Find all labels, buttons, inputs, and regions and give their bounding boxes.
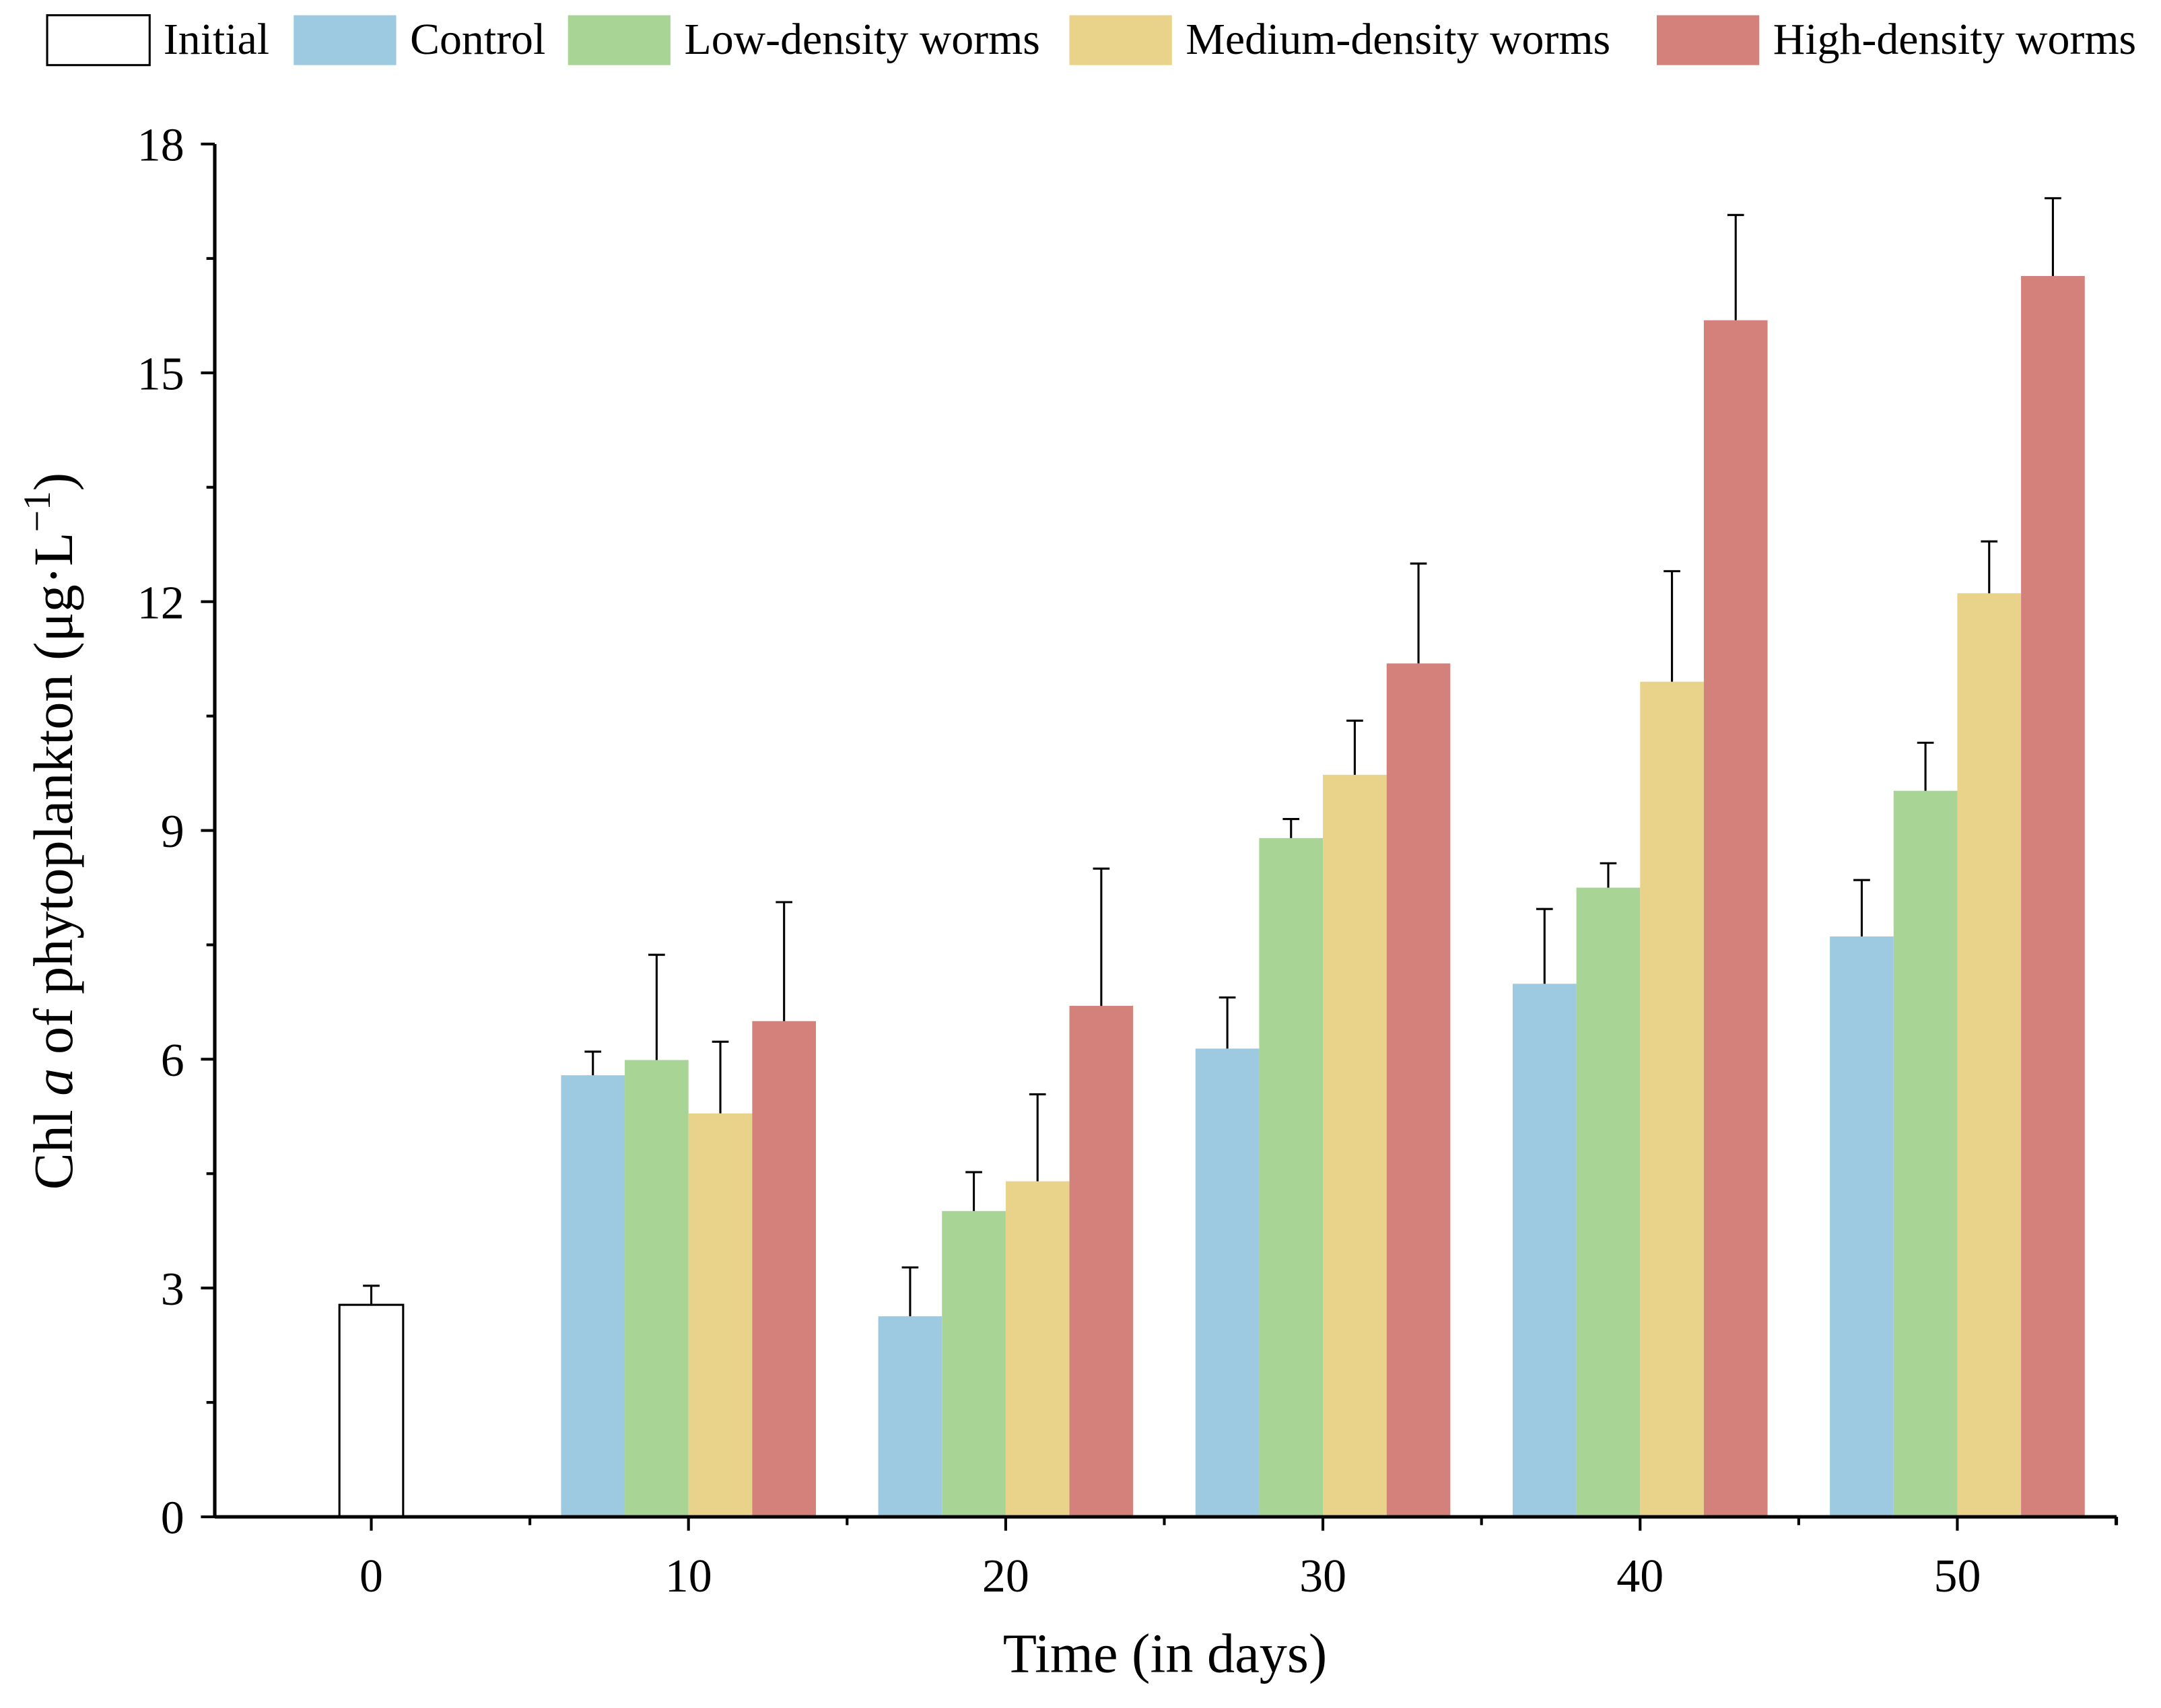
bar-low-density-worms-50 <box>1893 790 1958 1517</box>
axes: 0 3 6 9 12 15 18 0 10 20 30 40 50 <box>137 120 2119 1602</box>
x-tick-label: 20 <box>982 1550 1029 1602</box>
x-tick-label: 40 <box>1616 1550 1663 1602</box>
bar-control-30 <box>1195 1048 1260 1517</box>
x-tick-label: 30 <box>1299 1550 1346 1602</box>
x-tick-label: 0 <box>359 1550 383 1602</box>
bar-low-density-worms-10 <box>625 1060 689 1517</box>
y-tick-label: 18 <box>137 120 184 172</box>
legend-label-high-density-worms: High-density worms <box>1773 15 2136 64</box>
bar-high-density-worms-10 <box>752 1021 817 1517</box>
bar-low-density-worms-40 <box>1576 887 1641 1517</box>
legend: Initial Control Low-density worms Medium-de… <box>46 14 2136 67</box>
bar-low-density-worms-30 <box>1259 838 1324 1517</box>
legend-swatch-high-density-worms <box>1656 15 1760 65</box>
x-axis-label: Time (in days) <box>1003 1623 1328 1684</box>
legend-swatch-low-density-worms <box>568 15 671 65</box>
bar-control-50 <box>1830 936 1894 1517</box>
bar-high-density-worms-50 <box>2021 275 2085 1517</box>
bar-medium-density-worms-40 <box>1640 681 1704 1517</box>
y-tick-label: 15 <box>137 349 184 401</box>
bar-high-density-worms-30 <box>1386 663 1451 1517</box>
bar-medium-density-worms-20 <box>1005 1181 1070 1517</box>
bar-medium-density-worms-30 <box>1323 774 1387 1517</box>
x-tick-label: 50 <box>1933 1550 1981 1602</box>
legend-label-control: Control <box>410 15 545 64</box>
legend-label-low-density-worms: Low-density worms <box>685 15 1040 64</box>
bar-medium-density-worms-50 <box>1957 593 2022 1517</box>
y-tick-label: 6 <box>161 1035 184 1087</box>
y-tick-label: 3 <box>161 1264 184 1316</box>
y-tick-label: 0 <box>161 1493 184 1544</box>
legend-swatch-initial <box>46 14 151 67</box>
legend-swatch-control <box>294 15 397 65</box>
bar-low-density-worms-20 <box>942 1210 1006 1517</box>
legend-label-initial: Initial <box>164 15 269 64</box>
y-axis-label: Chl a of phytoplankton (μg·L−1) <box>16 473 84 1190</box>
y-tick-label: 9 <box>161 806 184 858</box>
legend-swatch-medium-density-worms <box>1069 15 1172 65</box>
bar-initial-0 <box>338 1303 405 1518</box>
bars <box>338 197 2085 1518</box>
y-tick-label: 12 <box>137 577 184 629</box>
bar-high-density-worms-20 <box>1069 1006 1134 1517</box>
legend-label-medium-density-worms: Medium-density worms <box>1186 15 1610 64</box>
bar-high-density-worms-40 <box>1703 320 1768 1517</box>
x-tick-label: 10 <box>665 1550 712 1602</box>
bar-control-20 <box>878 1316 942 1517</box>
bar-control-10 <box>561 1075 625 1517</box>
bar-control-40 <box>1512 984 1577 1517</box>
bar-medium-density-worms-10 <box>688 1113 753 1517</box>
